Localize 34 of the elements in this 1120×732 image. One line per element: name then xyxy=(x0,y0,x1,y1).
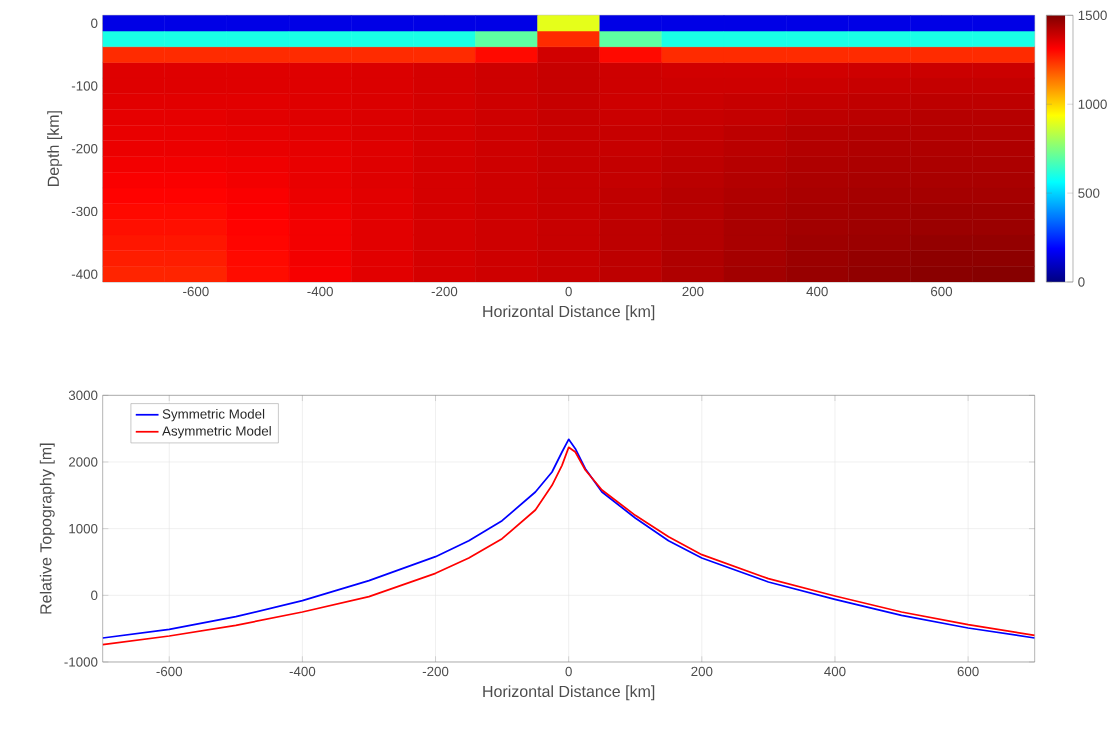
y-tick-label: 3000 xyxy=(68,390,98,401)
x-tick-label: 600 xyxy=(957,666,979,677)
color-bar-label: 500 xyxy=(1078,188,1100,198)
y-tick-label: 2000 xyxy=(68,457,98,467)
color-bar-label: 1500 xyxy=(1078,10,1107,21)
y-tick-label: -200 xyxy=(71,143,98,154)
y-tick-label: -400 xyxy=(71,269,98,279)
y-tick-label: 0 xyxy=(91,18,98,28)
legend-label: Asymmetric Model xyxy=(162,425,271,439)
x-tick-label: -400 xyxy=(307,286,333,297)
y-tick-label: 0 xyxy=(91,590,98,601)
x-tick-label: 400 xyxy=(806,286,828,297)
color-bar-label: 0 xyxy=(1078,277,1085,287)
x-tick-label: 600 xyxy=(931,286,953,297)
y-tick-label: -100 xyxy=(71,81,98,91)
y-tick-label: -1000 xyxy=(64,657,98,667)
x-tick-label: 400 xyxy=(824,666,846,677)
y-tick-label: 1000 xyxy=(69,523,98,534)
x-tick-label: -200 xyxy=(431,286,458,297)
x-tick-label: 0 xyxy=(565,286,572,297)
x-tick-label: -600 xyxy=(156,666,183,677)
x-tick-label: -600 xyxy=(183,286,209,297)
y-axis-title: Relative Topography [m] xyxy=(39,443,55,614)
x-tick-label: -200 xyxy=(422,666,449,677)
x-tick-label: -400 xyxy=(289,666,316,677)
x-tick-label: 200 xyxy=(682,286,704,297)
x-tick-label: 200 xyxy=(691,666,713,677)
x-axis-title: Horizontal Distance [km] xyxy=(483,305,655,321)
color-bar-label: 1000 xyxy=(1078,99,1107,109)
y-tick-label: -300 xyxy=(71,206,98,217)
legend-label: Symmetric Model xyxy=(162,408,265,422)
x-axis-title: Horizontal Distance [km] xyxy=(483,685,655,701)
x-tick-label: 0 xyxy=(565,666,572,677)
y-axis-title: Depth [km] xyxy=(47,111,63,187)
